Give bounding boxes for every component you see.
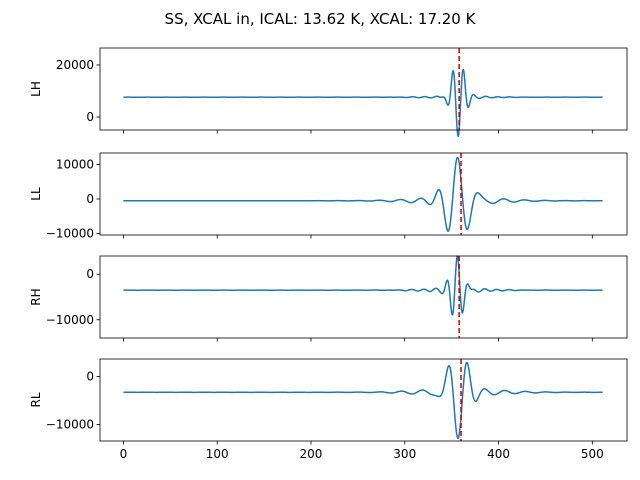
x-tick-label: 0 xyxy=(120,447,128,461)
series-line xyxy=(123,68,603,138)
y-tick-label: −10000 xyxy=(46,227,94,241)
y-tick-label: 0 xyxy=(86,110,94,124)
axes-frame xyxy=(99,255,628,339)
subplot-ll: −10000 0 10000 LL xyxy=(29,152,628,241)
y-tick-label: 0 xyxy=(86,369,94,383)
series-line xyxy=(123,255,603,316)
x-tick-label: 400 xyxy=(487,447,510,461)
y-axis-label: LH xyxy=(29,81,43,97)
x-tick-label: 200 xyxy=(300,447,323,461)
y-tick-label: 10000 xyxy=(56,157,94,171)
y-tick-label: 0 xyxy=(86,267,94,281)
subplot-rl: −10000 0 0 100 200 300 400 500 RL xyxy=(29,358,628,461)
axes-frame xyxy=(99,152,628,236)
x-tick-label: 100 xyxy=(206,447,229,461)
x-tick-label: 500 xyxy=(581,447,604,461)
y-axis-label: RH xyxy=(29,288,43,305)
subplot-rh: −10000 0 RH xyxy=(29,255,628,342)
axes-frame xyxy=(99,47,628,131)
axes-frame xyxy=(99,358,628,442)
y-tick-label: −10000 xyxy=(46,313,94,327)
figure-title: SS, XCAL in, ICAL: 13.62 K, XCAL: 17.20 … xyxy=(165,10,477,28)
subplot-lh: 0 20000 LH xyxy=(29,47,628,138)
y-axis-label: RL xyxy=(29,392,43,407)
series-line xyxy=(123,361,603,439)
y-tick-label: −10000 xyxy=(46,418,94,432)
y-tick-label: 0 xyxy=(86,192,94,206)
series-line xyxy=(123,156,603,232)
y-tick-label: 20000 xyxy=(56,58,94,72)
x-tick-label: 300 xyxy=(393,447,416,461)
y-axis-label: LL xyxy=(29,187,43,201)
